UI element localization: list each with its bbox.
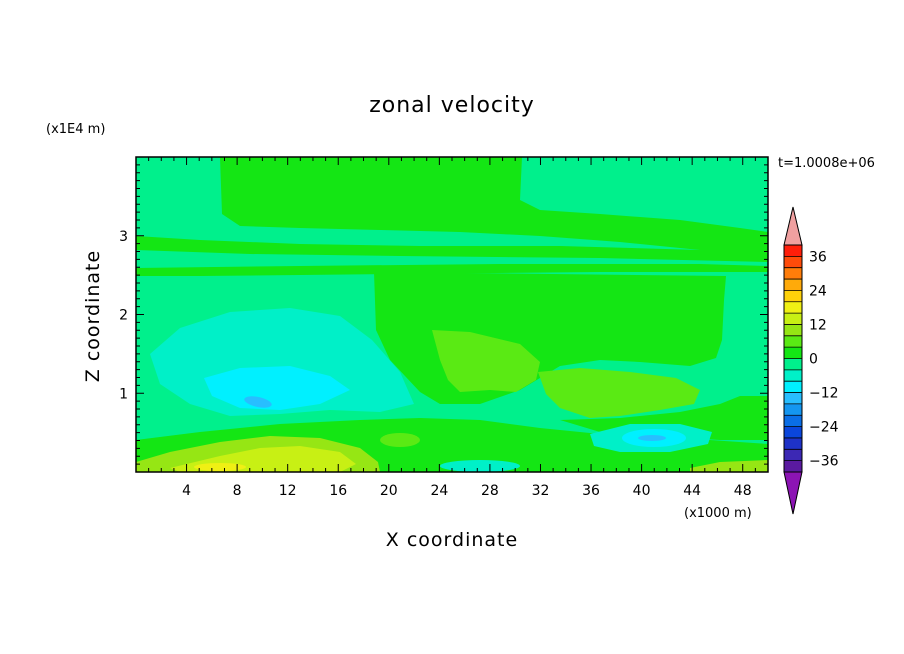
colorbar-tick-label: 0 [809,352,818,368]
x-axis-label: X coordinate [386,529,518,551]
y-tick-label: 3 [119,229,128,245]
colorbar-swatch [784,460,802,473]
x-tick-label: 8 [233,483,242,499]
colorbar-tick-label: 24 [809,283,827,299]
x-tick-label: 16 [329,483,347,499]
x-tick-label: 32 [532,483,550,499]
contour-region-westerly-patch-b [538,368,700,418]
colorbar-swatch [784,301,802,314]
colorbar-frame [783,244,803,473]
contour-region-right-blue-core [638,435,666,441]
colorbar-tick-label: 12 [809,317,827,333]
contour-region-upper-column [220,157,768,260]
colorbar-tick-label: −36 [809,454,839,470]
colorbar-swatch [784,403,802,416]
x-unit-label: (x1000 m) [684,506,752,521]
contour-region-left-core [204,366,350,410]
x-axis: 4 8 12 16 20 24 28 32 36 40 44 48 [148,157,756,499]
y-axis-label: Z coordinate [82,250,104,382]
colorbar-swatch [784,358,802,371]
contour-region-westerly-patch-a [432,330,540,392]
colorbar-tick-label: 36 [809,249,827,265]
y-tick-label: 1 [119,386,128,402]
x-tick-label: 12 [279,483,297,499]
colorbar-swatch [784,324,802,337]
x-tick-label: 28 [481,483,499,499]
x-tick-label: 36 [582,483,600,499]
colorbar-swatch [784,426,802,439]
contour-region-left-blue-core [244,396,272,408]
contour-region-surface-cyan [440,460,520,472]
colorbar-swatch [784,347,802,359]
y-tick-label: 2 [119,308,128,324]
colorbar-swatch [784,267,802,280]
x-tick-label: 40 [633,483,651,499]
colorbar-over-triangle [783,206,803,246]
y-axis: 1 2 3 [119,164,768,465]
colorbar-swatch [784,381,802,393]
x-tick-label: 48 [734,483,752,499]
colorbar-swatch [784,290,802,303]
colorbar: 36 24 12 0 −12 −24 −36 [783,206,839,515]
colorbar-swatch [784,415,802,427]
colorbar-swatch [784,369,802,382]
contour-region-surface-westerly-right [690,460,768,472]
colorbar-swatch [784,449,802,461]
time-label: t=1.0008e+06 [778,156,875,171]
contour-region-surface-core-yellow [194,463,246,471]
x-tick-label: 20 [380,483,398,499]
x-tick-label: 24 [430,483,448,499]
x-tick-label: 44 [683,483,701,499]
colorbar-under-triangle [783,471,803,515]
y-unit-label: (x1E4 m) [46,122,105,137]
colorbar-swatch [784,335,802,348]
contour-field [136,157,768,472]
colorbar-swatch [784,437,802,450]
colorbar-swatch [784,245,802,257]
x-tick-label: 4 [182,483,191,499]
chart-title: zonal velocity [369,93,535,118]
contour-region-band-z3 [136,236,768,262]
colorbar-swatch [784,313,802,325]
colorbar-tick-label: −24 [809,420,839,436]
contour-region-band-z26 [136,264,768,276]
colorbar-swatch [784,279,802,291]
colorbar-tick-label: −12 [809,386,839,402]
colorbar-swatch [784,392,802,405]
colorbar-swatch [784,256,802,268]
contour-region-blob-x22 [380,433,420,447]
